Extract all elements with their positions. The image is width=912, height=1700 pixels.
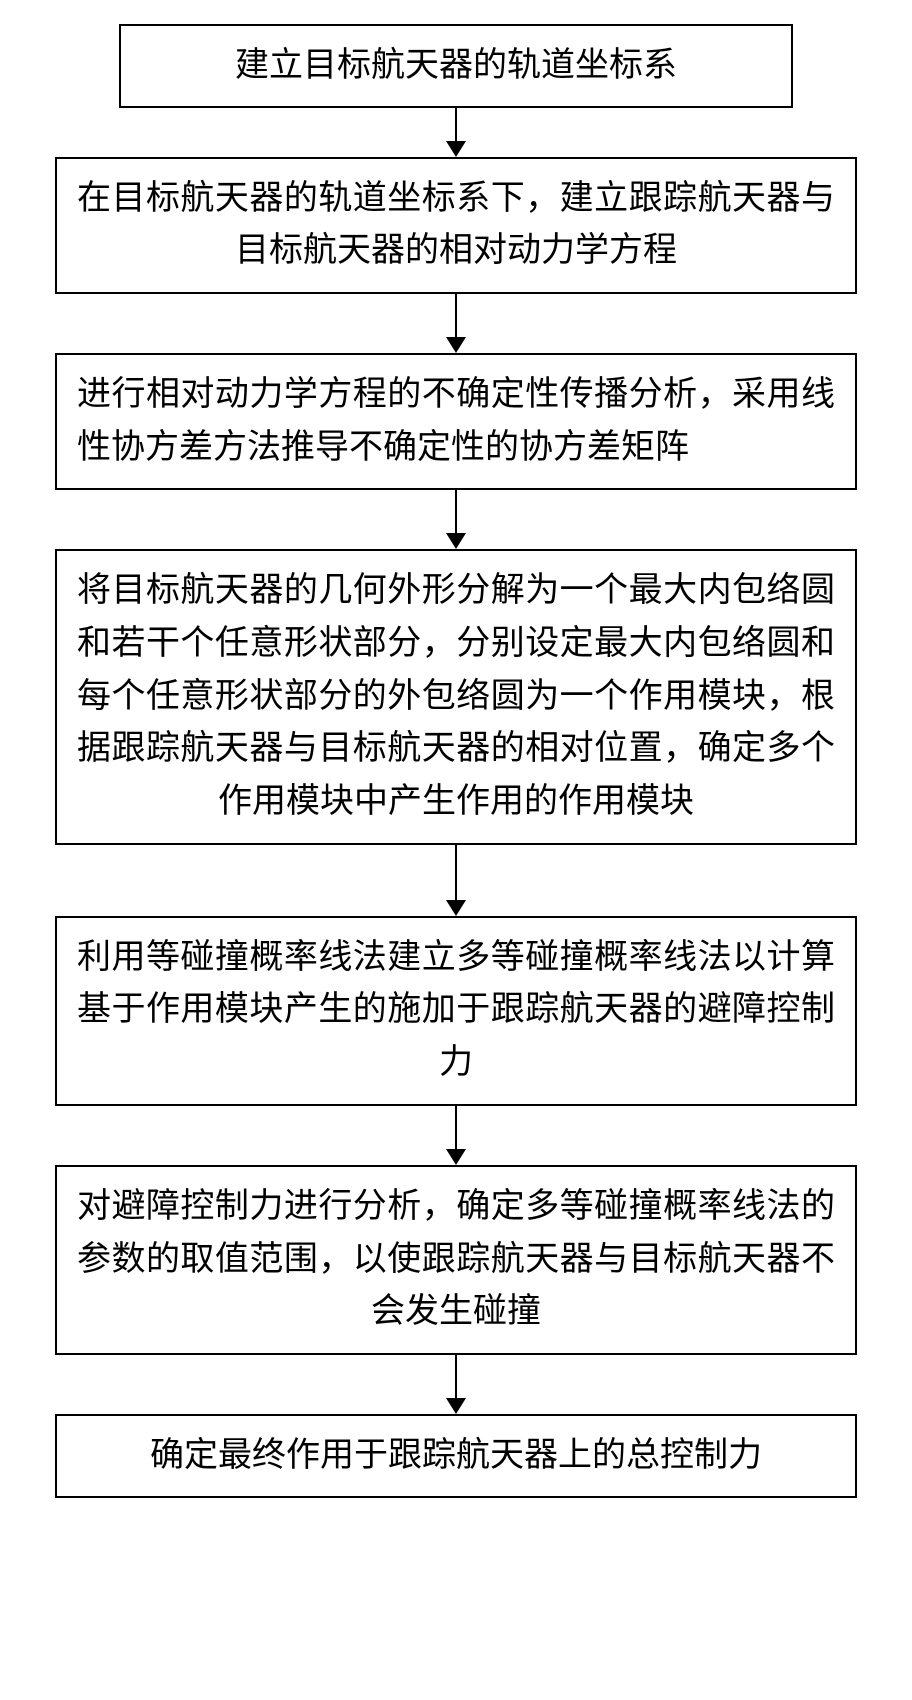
arrow-shaft bbox=[455, 490, 457, 534]
flowchart-node-5: 利用等碰撞概率线法建立多等碰撞概率线法以计算基于作用模块产生的施加于跟踪航天器的… bbox=[55, 916, 857, 1106]
flowchart-node-3: 进行相对动力学方程的不确定性传播分析，采用线性协方差方法推导不确定性的协方差矩阵 bbox=[55, 353, 857, 490]
arrow-shaft bbox=[455, 108, 457, 142]
flowchart-node-2: 在目标航天器的轨道坐标系下，建立跟踪航天器与目标航天器的相对动力学方程 bbox=[55, 157, 857, 294]
arrow-head-icon bbox=[446, 900, 466, 916]
flowchart-node-1: 建立目标航天器的轨道坐标系 bbox=[119, 24, 793, 108]
flowchart-container: 建立目标航天器的轨道坐标系 在目标航天器的轨道坐标系下，建立跟踪航天器与目标航天… bbox=[32, 24, 880, 1498]
arrow-shaft bbox=[455, 1106, 457, 1150]
arrow-6-7 bbox=[446, 1355, 466, 1414]
arrow-shaft bbox=[455, 845, 457, 901]
flowchart-node-7: 确定最终作用于跟踪航天器上的总控制力 bbox=[55, 1414, 857, 1498]
arrow-4-5 bbox=[446, 845, 466, 916]
arrow-head-icon bbox=[446, 533, 466, 549]
arrow-head-icon bbox=[446, 1149, 466, 1165]
arrow-2-3 bbox=[446, 294, 466, 353]
arrow-shaft bbox=[455, 1355, 457, 1399]
arrow-head-icon bbox=[446, 141, 466, 157]
arrow-shaft bbox=[455, 294, 457, 338]
flowchart-node-6: 对避障控制力进行分析，确定多等碰撞概率线法的参数的取值范围，以使跟踪航天器与目标… bbox=[55, 1165, 857, 1355]
arrow-head-icon bbox=[446, 337, 466, 353]
arrow-1-2 bbox=[446, 108, 466, 157]
arrow-3-4 bbox=[446, 490, 466, 549]
arrow-head-icon bbox=[446, 1398, 466, 1414]
flowchart-node-4: 将目标航天器的几何外形分解为一个最大内包络圆和若干个任意形状部分，分别设定最大内… bbox=[55, 549, 857, 844]
arrow-5-6 bbox=[446, 1106, 466, 1165]
